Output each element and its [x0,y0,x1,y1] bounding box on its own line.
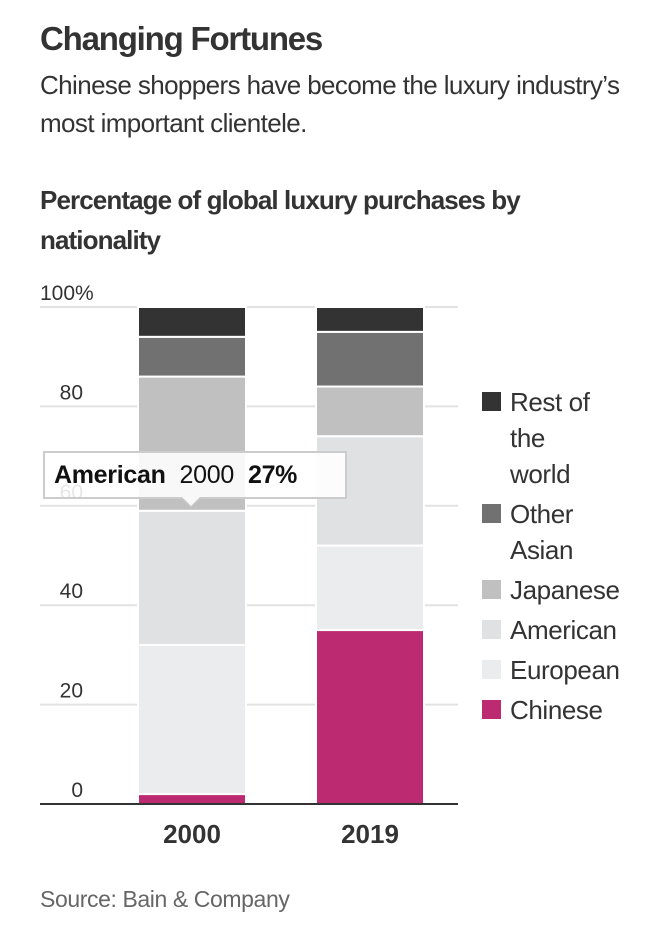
tooltip-series: American [54,460,166,489]
legend-item-rest-of-the-world[interactable]: Rest of the world [482,384,662,492]
chart-heading: Percentage of global luxury purchases by… [40,185,521,255]
y-tick-label-20: 20 [60,680,83,703]
bar-segment-other-asian-2000[interactable] [137,335,247,378]
legend-item-other-asian[interactable]: Other Asian [482,496,662,568]
legend-swatch [482,504,501,523]
bars [137,306,425,805]
legend-label: Rest of the world [510,387,590,489]
legend-item-japanese[interactable]: Japanese [482,572,662,608]
bar-segment-rest-of-the-world-2000[interactable] [137,306,247,338]
bar-segment-european-2000[interactable] [137,643,247,796]
legend-label: Other Asian [510,499,574,565]
legend-item-american[interactable]: American [482,612,662,648]
y-tick-label-0: 0 [71,779,83,802]
tooltip-value: 27% [247,460,298,489]
legend-swatch [482,580,501,599]
bar-group-2019 [315,306,425,805]
bar-segment-chinese-2000[interactable] [137,793,247,805]
legend-label: Japanese [510,575,620,605]
tooltip-category: 2000 [179,460,235,489]
legend: Rest of the world Other Asian Japanese Amer… [482,384,662,732]
bar-group-2000 [137,306,247,805]
bar-segment-other-asian-2019[interactable] [315,330,425,388]
bar-segment-european-2019[interactable] [315,544,425,632]
legend-item-chinese[interactable]: Chinese [482,692,662,728]
source-note: Source: Bain & Company [40,886,290,912]
bar-segment-rest-of-the-world-2019[interactable] [315,306,425,333]
legend-item-european[interactable]: European [482,652,662,688]
legend-swatch [482,700,501,719]
y-tick-label-100: 100% [40,282,94,305]
legend-label: Chinese [510,695,603,725]
bar-segment-american-2000[interactable] [137,509,247,646]
tooltip-pointer-inner [182,497,200,506]
legend-label: European [510,655,620,685]
tooltip: American 2000 27% [43,451,347,499]
y-tick-label-40: 40 [60,580,83,603]
x-tick-label-2000: 2000 [163,819,221,849]
x-tick-label-2019: 2019 [341,819,399,849]
y-axis-labels: 020406080100% [40,282,94,802]
legend-label: American [510,615,617,645]
legend-swatch [482,392,501,411]
y-tick-label-80: 80 [60,381,83,404]
legend-swatch [482,620,501,639]
chart-subtitle: Chinese shoppers have become the luxury … [40,70,620,138]
chart-title: Changing Fortunes [40,20,323,57]
bar-segment-chinese-2019[interactable] [315,629,425,805]
legend-swatch [482,660,501,679]
x-axis-labels: 2000 2019 [163,819,399,849]
bar-segment-japanese-2019[interactable] [315,385,425,438]
